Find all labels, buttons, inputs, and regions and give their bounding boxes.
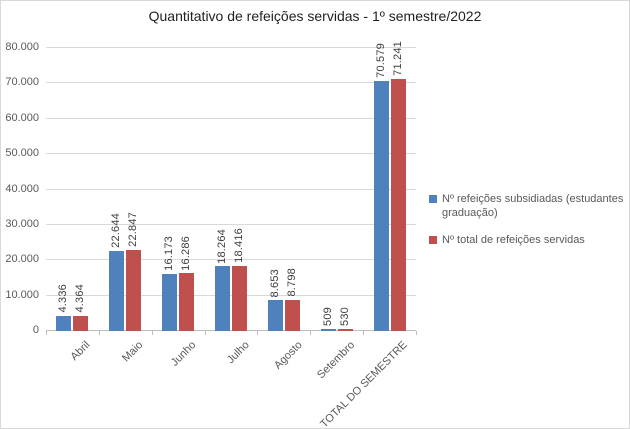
gridline [46,188,416,190]
y-tick-label: 80.000 [5,41,39,53]
tick-mark [416,331,417,335]
x-category-label: Agosto [271,339,305,372]
bar-value-label: 18.416 [233,228,245,263]
gridline [46,47,416,48]
bar-total [126,250,142,331]
bar-value-label: 509 [321,307,334,327]
bar-value-label: 4.364 [74,284,87,313]
tick-mark [310,331,311,335]
y-tick-label: 30.000 [5,217,39,230]
legend-swatch-total [429,236,437,244]
legend-label: Nº refeições subsidiadas (estudantes gra… [442,193,624,219]
gridline [46,153,416,155]
gridline [46,294,416,296]
bar-subsidized [109,250,125,331]
plot-area: 4.336 4.364 22.644 22.847 16.173 16.286 18.264… [46,41,417,335]
gridline [46,117,416,119]
bar-value-label: 22.644 [110,213,123,248]
y-tick-label: 0 [32,324,39,336]
x-axis: Abril Maio Junho Julho Agosto Setembro TOTAL D… [46,331,416,429]
bar-subsidized [320,329,336,331]
bar-value-label: 16.173 [163,235,176,271]
bar-value-label: 16.286 [180,235,193,271]
x-category-label: Julho [224,339,252,367]
x-category-label: Junho [168,339,199,369]
x-category-label: Maio [120,339,146,365]
bar-value-label: 4.336 [57,284,70,313]
tick-mark [205,331,206,335]
y-tick-label: 50.000 [5,147,39,160]
legend-swatch-subsidized [429,195,437,203]
y-tick-label: 40.000 [5,182,39,195]
bar-subsidized [267,300,283,331]
x-category-label: Setembro [314,339,358,382]
bar-total [232,265,247,331]
bar-value-label: 8.798 [285,268,298,297]
bar-subsidized [162,273,178,331]
tick-mark [46,331,47,335]
bar-value-label: 8.653 [268,268,281,298]
y-tick-label: 70.000 [5,76,39,89]
bar-value-label: 530 [338,307,351,327]
bar-total [179,273,195,331]
tick-mark [99,331,100,335]
legend-item: Nº refeições subsidiadas (estudantes gra… [429,192,627,220]
bar-value-label: 71.241 [391,41,404,76]
bar-total [284,299,300,331]
chart-title: Quantitativo de refeições servidas - 1º … [148,8,482,24]
bar-value-label: 70.579 [374,43,387,79]
y-tick-label: 60.000 [5,111,39,124]
bar-total [337,329,353,331]
bar-value-label: 22.847 [127,212,140,248]
legend: Nº refeições subsidiadas (estudantes gra… [429,192,627,260]
x-category-label: Abril [68,339,93,364]
gridline [46,223,416,225]
legend-item: Nº total de refeições servidas [429,233,627,247]
bar-total [73,315,89,331]
bar-subsidized [215,266,230,331]
bar-subsidized [373,81,389,331]
tick-mark [257,331,258,335]
x-category-label: TOTAL DO SEMESTRE [318,339,411,429]
bar-value-label: 18.264 [216,228,228,264]
legend-label: Nº total de refeições servidas [442,234,585,246]
tick-mark [152,331,153,335]
y-tick-label: 10.000 [5,288,39,301]
y-tick-label: 20.000 [5,253,39,266]
x-axis-line [46,330,416,331]
bar-total [390,79,406,331]
gridline [46,82,416,84]
gridline [46,259,416,261]
tick-mark [363,331,364,335]
y-axis: 0 10.000 20.000 30.000 40.000 50.000 60.000 70.… [1,41,39,336]
bar-subsidized [56,315,72,331]
